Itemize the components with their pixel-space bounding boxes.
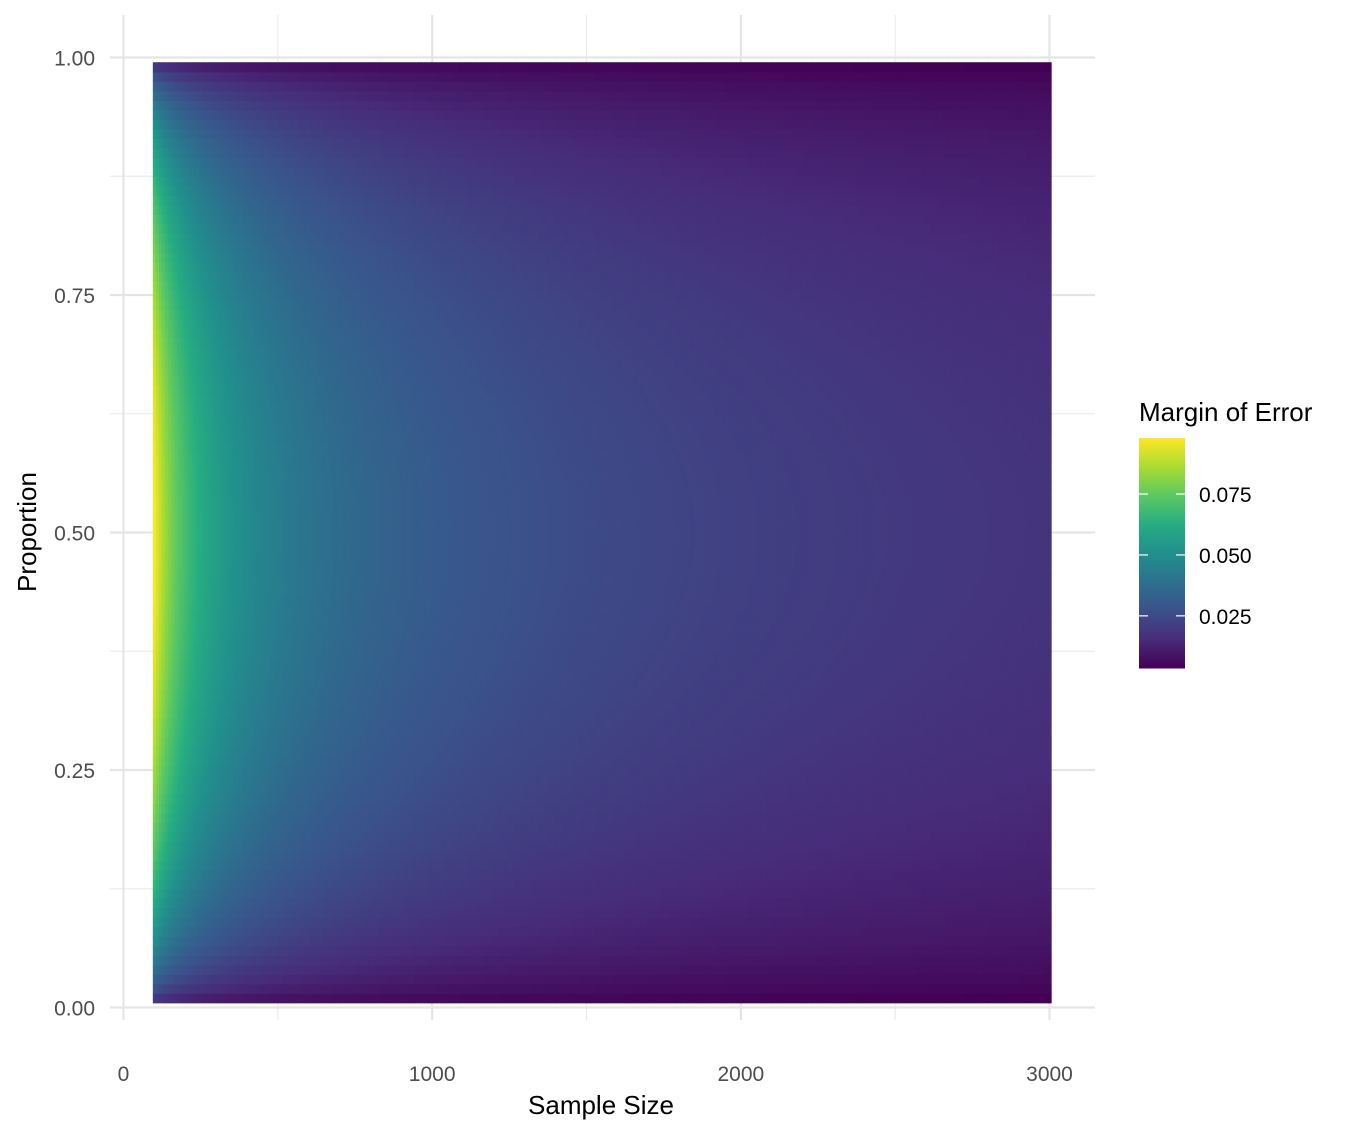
heatmap-cell xyxy=(1048,936,1052,946)
heatmap-cell xyxy=(1048,993,1052,1003)
heatmap-cell xyxy=(1048,974,1052,984)
heatmap-cell xyxy=(1048,984,1052,994)
heatmap-cell xyxy=(1048,898,1052,908)
heatmap-cell xyxy=(1048,860,1052,870)
heatmap-cell xyxy=(1048,889,1052,899)
heatmap-cell xyxy=(1048,908,1052,918)
heatmap-cell xyxy=(1048,841,1052,851)
heatmap-cell xyxy=(1048,955,1052,965)
heatmap-cell xyxy=(1048,879,1052,889)
heatmap-cell xyxy=(1048,917,1052,927)
heatmap-cell xyxy=(1048,927,1052,937)
heatmap-cells xyxy=(153,62,1052,1003)
heatmap-cell xyxy=(1048,965,1052,975)
heatmap-cell xyxy=(1048,946,1052,956)
heatmap-cell xyxy=(1048,870,1052,880)
heatmap-cell xyxy=(1048,851,1052,861)
